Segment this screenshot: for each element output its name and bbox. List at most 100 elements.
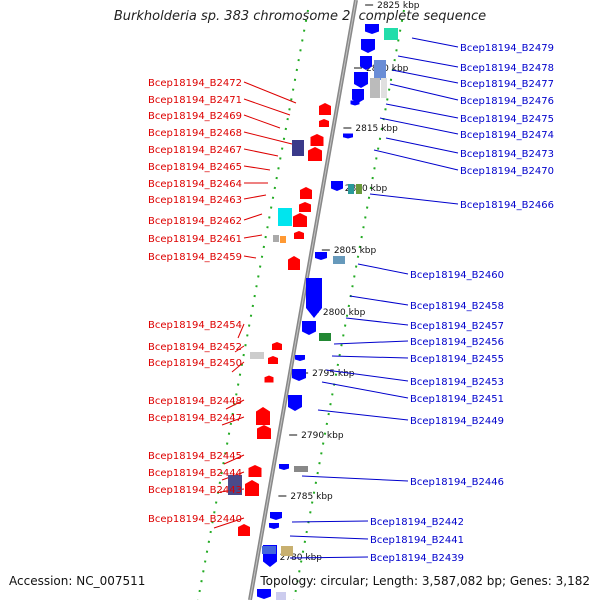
right-gene-label: Bcep18194_B2439 [370, 553, 464, 564]
reverse-gene-arrow [343, 133, 353, 139]
left-gene-label: Bcep18194_B2467 [148, 145, 242, 156]
left-gene-label: Bcep18194_B2448 [148, 396, 242, 407]
left-gene-label: Bcep18194_B2459 [148, 252, 242, 263]
left-connector [231, 361, 245, 373]
forward-gene-arrow [238, 524, 250, 536]
left-connector [243, 234, 263, 239]
right-gene-labels: Bcep18194_B2479 Bcep18194_B2478 Bcep18194_… [370, 43, 554, 564]
misc-feature [278, 208, 292, 226]
reverse-gene-arrow [269, 523, 279, 529]
left-connector [213, 517, 245, 529]
forward-gene-arrow [272, 342, 282, 350]
right-gene-label: Bcep18194_B2449 [410, 416, 504, 427]
reverse-gene-arrow [331, 181, 343, 191]
tick-label: 2825 kbp [377, 1, 420, 11]
left-gene-label: Bcep18194_B2444 [148, 468, 242, 479]
left-gene-label: Bcep18194_B2450 [148, 358, 242, 369]
right-gene-label: Bcep18194_B2442 [370, 517, 464, 528]
reverse-gene-arrow [352, 89, 364, 103]
left-gene-label: Bcep18194_B2465 [148, 162, 242, 173]
right-connector [325, 369, 409, 382]
left-connector [243, 165, 271, 171]
forward-gene-arrow [308, 147, 322, 161]
forward-gene-arrow [299, 202, 311, 212]
reverse-gene-arrow [360, 56, 372, 70]
forward-gene-arrow [264, 375, 274, 383]
left-connector [243, 148, 279, 157]
misc-feature [294, 466, 308, 472]
left-connector [223, 454, 245, 465]
reverse-gene-arrow [354, 72, 368, 88]
reverse-gene-arrow [306, 278, 322, 318]
right-gene-label: Bcep18194_B2476 [460, 96, 554, 107]
reverse-gene-arrow [270, 512, 282, 520]
right-gene-label: Bcep18194_B2458 [410, 301, 504, 312]
misc-feature [381, 78, 387, 98]
accession-label: Accession: NC_007511 [9, 574, 146, 588]
reverse-gene-arrow [302, 321, 316, 335]
left-gene-label: Bcep18194_B2471 [148, 95, 242, 106]
misc-feature [273, 235, 279, 242]
right-gene-label: Bcep18194_B2451 [410, 394, 504, 405]
right-gene-label: Bcep18194_B2477 [460, 79, 554, 90]
right-connector [291, 520, 369, 523]
left-connector [243, 98, 291, 116]
misc-feature [319, 333, 331, 341]
misc-feature [281, 546, 293, 556]
backbone-highlight [249, 0, 357, 600]
forward-gene-arrow [294, 231, 304, 239]
left-gene-label: Bcep18194_B2454 [148, 320, 242, 331]
misc-feature [292, 140, 304, 156]
right-gene-label: Bcep18194_B2473 [460, 149, 554, 160]
left-gene-label: Bcep18194_B2469 [148, 111, 242, 122]
forward-gene-arrow [293, 213, 307, 227]
topology-info: Topology: circular; Length: 3,587,082 bp… [260, 574, 590, 588]
left-gene-label: Bcep18194_B2443 [148, 485, 242, 496]
left-gene-label: Bcep18194_B2447 [148, 413, 242, 424]
reverse-gene-arrow [257, 589, 271, 599]
left-connector [243, 194, 267, 200]
inner-dot-guide [197, 9, 309, 600]
right-connector [301, 475, 409, 482]
right-gene-label: Bcep18194_B2441 [370, 535, 464, 546]
left-connector [243, 255, 257, 259]
right-gene-label: Bcep18194_B2460 [410, 270, 504, 281]
forward-gene-arrow [257, 425, 271, 439]
forward-gene-arrow [245, 480, 259, 496]
reverse-gene-arrow [279, 464, 289, 470]
left-connector [243, 131, 293, 145]
forward-gene-arrow [300, 187, 312, 199]
misc-feature [280, 236, 286, 243]
right-gene-label: Bcep18194_B2466 [460, 200, 554, 211]
forward-gene-arrow [319, 103, 331, 115]
left-gene-label: Bcep18194_B2461 [148, 234, 242, 245]
right-connector [389, 83, 459, 101]
map-title: Burkholderia sp. 383 chromosome 2, compl… [113, 9, 487, 24]
forward-gene-arrow [310, 134, 324, 146]
tick-label: 2800 kbp [323, 308, 366, 318]
outer-dot-guide [293, 9, 405, 600]
right-connector [385, 137, 459, 154]
right-connector [385, 103, 459, 119]
right-connector [331, 355, 409, 359]
forward-gene-arrow [288, 256, 300, 270]
misc-feature [262, 546, 276, 554]
misc-feature [348, 184, 354, 194]
left-connector [221, 416, 245, 426]
left-connector [243, 81, 297, 104]
left-gene-label: Bcep18194_B2462 [148, 216, 242, 227]
left-gene-label: Bcep18194_B2472 [148, 78, 242, 89]
tick-label: 2810 kbp [345, 184, 388, 194]
misc-feature [228, 475, 242, 495]
right-connector [379, 117, 459, 135]
right-connector [349, 295, 409, 306]
left-gene-labels: Bcep18194_B2472 Bcep18194_B2471 Bcep18194_… [148, 78, 242, 525]
right-gene-label: Bcep18194_B2470 [460, 166, 554, 177]
right-gene-label: Bcep18194_B2456 [410, 337, 504, 348]
tick-label: 2795 kbp [312, 369, 355, 379]
right-connector [411, 37, 459, 48]
tick-label: 2805 kbp [334, 246, 377, 256]
tick-label: 2815 kbp [355, 124, 398, 134]
right-gene-label: Bcep18194_B2479 [460, 43, 554, 54]
misc-feature [374, 60, 386, 80]
